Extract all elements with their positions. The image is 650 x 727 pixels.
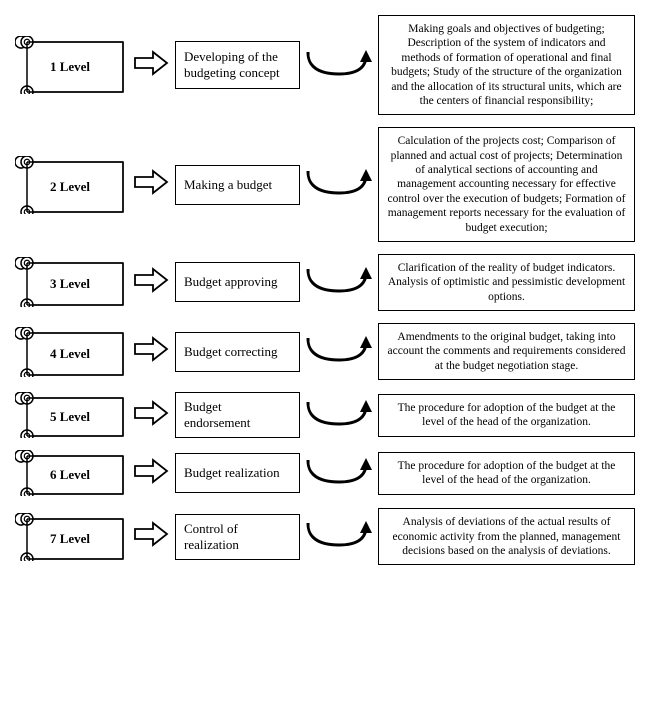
level-scroll: 7 Level — [15, 513, 125, 561]
block-arrow-icon — [133, 458, 169, 489]
curve-arrow-icon — [304, 332, 374, 371]
level-label: 6 Level — [42, 455, 98, 491]
description-box: The procedure for adoption of the budget… — [378, 394, 635, 437]
level-label: 7 Level — [42, 519, 98, 555]
description-box: Making goals and objectives of budgeting… — [378, 15, 635, 115]
level-scroll: 2 Level — [15, 156, 125, 214]
level-scroll: 5 Level — [15, 392, 125, 438]
stage-box: Budget realization — [175, 453, 300, 493]
level-scroll: 3 Level — [15, 257, 125, 307]
level-scroll: 6 Level — [15, 450, 125, 496]
description-box: The procedure for adoption of the budget… — [378, 452, 635, 495]
block-arrow-icon — [133, 169, 169, 200]
flow-row: 7 Level Control of realization Analysis … — [15, 508, 635, 565]
flowchart-container: 1 Level Developing of the budgeting conc… — [15, 15, 635, 565]
description-box: Calculation of the projects cost; Compar… — [378, 127, 635, 242]
block-arrow-icon — [133, 50, 169, 81]
flow-row: 5 Level Budget endorsement The procedure… — [15, 392, 635, 438]
block-arrow-icon — [133, 521, 169, 552]
flow-row: 2 Level Making a budget Calculation of t… — [15, 127, 635, 242]
block-arrow-icon — [133, 336, 169, 367]
level-label: 3 Level — [42, 264, 98, 300]
level-label: 2 Level — [42, 167, 98, 203]
curve-arrow-icon — [304, 517, 374, 556]
curve-arrow-icon — [304, 396, 374, 435]
stage-box: Budget approving — [175, 262, 300, 302]
level-label: 5 Level — [42, 397, 98, 433]
stage-box: Developing of the budgeting concept — [175, 41, 300, 89]
curve-arrow-icon — [304, 454, 374, 493]
stage-box: Making a budget — [175, 165, 300, 205]
description-box: Analysis of deviations of the actual res… — [378, 508, 635, 565]
curve-arrow-icon — [304, 165, 374, 204]
stage-box: Control of realization — [175, 514, 300, 560]
block-arrow-icon — [133, 400, 169, 431]
block-arrow-icon — [133, 267, 169, 298]
level-label: 4 Level — [42, 334, 98, 370]
description-box: Clarification of the reality of budget i… — [378, 254, 635, 311]
level-label: 1 Level — [42, 47, 98, 83]
flow-row: 6 Level Budget realization The procedure… — [15, 450, 635, 496]
curve-arrow-icon — [304, 46, 374, 85]
flow-row: 1 Level Developing of the budgeting conc… — [15, 15, 635, 115]
curve-arrow-icon — [304, 263, 374, 302]
description-box: Amendments to the original budget, takin… — [378, 323, 635, 380]
level-scroll: 4 Level — [15, 327, 125, 377]
flow-row: 3 Level Budget approving Clarification o… — [15, 254, 635, 311]
flow-row: 4 Level Budget correcting Amendments to … — [15, 323, 635, 380]
level-scroll: 1 Level — [15, 36, 125, 94]
stage-box: Budget correcting — [175, 332, 300, 372]
stage-box: Budget endorsement — [175, 392, 300, 438]
